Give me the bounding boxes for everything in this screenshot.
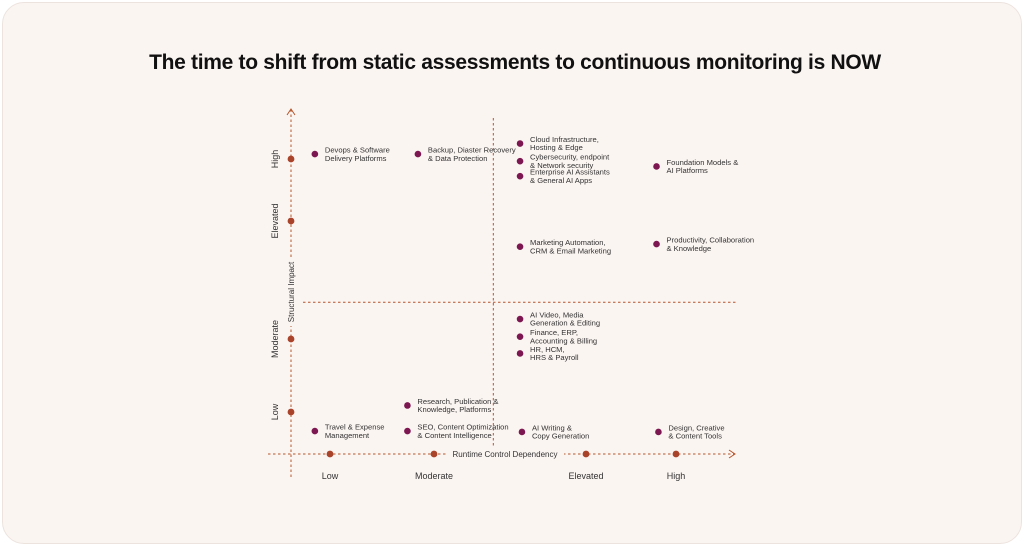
data-point-label: Design, Creative [668,423,724,432]
data-point-marker [404,402,411,409]
y-tick-marker [287,217,295,225]
x-tick-marker [326,450,334,458]
x-tick-label: High [667,471,686,481]
data-point: Productivity, Collaboration& Knowledge [653,236,754,253]
data-point: SEO, Content Optimization& Content Intel… [404,423,509,440]
data-point-label: SEO, Content Optimization [417,423,508,432]
data-point-label: & Data Protection [428,154,488,163]
data-point-marker [516,140,524,147]
data-point-label: Accounting & Billing [530,336,597,345]
data-point-label: Cloud Infrastructure, [530,135,599,144]
x-axis-title-bg [446,447,564,460]
data-point: Research, Publication &Knowledge, Platfo… [404,397,498,414]
data-point-marker [516,333,524,340]
data-point-marker [516,157,524,165]
data-point-label: Devops & Software [325,146,390,155]
y-tick-label: High [270,150,280,169]
data-point: Foundation Models &AI Platforms [653,158,738,175]
data-point-marker [414,150,422,158]
data-point-marker [655,428,662,436]
data-point-label: AI Writing & [532,423,572,432]
x-tick-marker [672,450,680,458]
y-axis-title-bg [285,258,297,326]
data-point-label: Enterprise AI Assistants [530,168,610,177]
data-point-label: Productivity, Collaboration [667,236,755,245]
y-tick-label: Low [270,403,280,420]
x-tick-label: Elevated [568,471,603,481]
data-point-label: Backup, Diaster Recovery [428,146,516,155]
y-tick-marker [287,408,295,416]
data-point-label: HR, HCM, [530,345,565,354]
data-point-label: Research, Publication & [417,397,498,406]
data-point: Enterprise AI Assistants& General AI App… [516,168,610,185]
data-point-label: & Network security [530,161,594,170]
data-point: Cybersecurity, endpoint& Network securit… [516,153,610,170]
y-tick-marker [287,335,295,343]
data-point-label: AI Video, Media [530,311,584,320]
data-point-marker [311,150,319,158]
x-tick-label: Moderate [415,471,453,481]
data-point-label: Generation & Editing [530,319,600,328]
chart-title: The time to shift from static assessment… [149,51,881,74]
data-point: AI Writing &Copy Generation [518,423,589,441]
data-point: Backup, Diaster Recovery& Data Protectio… [414,146,516,163]
data-point-label: Hosting & Edge [530,143,583,152]
data-point-marker [311,427,319,435]
x-tick-marker [582,450,590,458]
data-point-label: Delivery Platforms [325,154,387,163]
x-tick-marker [430,450,438,458]
data-point-label: CRM & Email Marketing [530,246,611,255]
data-point-label: Management [325,431,370,440]
data-point-label: Marketing Automation, [530,238,606,247]
data-point-marker [516,315,524,323]
data-point-marker [404,427,411,435]
data-point-label: & General AI Apps [530,176,592,185]
data-point: Marketing Automation,CRM & Email Marketi… [516,238,611,255]
data-point-label: HRS & Payroll [530,353,579,362]
x-tick-label: Low [322,471,339,481]
y-tick-label: Elevated [270,203,280,238]
data-point-label: Travel & Expense [325,423,385,432]
y-tick-label: Moderate [270,320,280,358]
data-point-label: & Content Tools [668,432,722,441]
data-point-label: AI Platforms [667,166,709,175]
y-axis-arrow [286,108,296,116]
data-point-marker [518,428,526,436]
data-point-label: & Knowledge [667,244,712,253]
data-point-label: Cybersecurity, endpoint [530,153,610,162]
data-point-label: Foundation Models & [667,158,739,167]
data-point: HR, HCM,HRS & Payroll [516,345,579,362]
data-point-marker [516,243,524,251]
y-axis-title: Structural Impact [287,261,296,322]
data-point-label: Knowledge, Platforms [417,405,491,414]
data-point-marker [516,350,524,357]
data-point-label: & Content Intelligence [417,431,491,440]
data-point-marker [653,240,660,248]
data-point: Finance, ERP,Accounting & Billing [516,328,597,345]
x-axis-title: Runtime Control Dependency [453,450,558,459]
data-point: Design, Creative& Content Tools [655,423,725,441]
data-point: Cloud Infrastructure,Hosting & Edge [516,135,599,152]
data-point-label: Finance, ERP, [530,328,578,337]
x-axis-arrow [728,449,736,459]
data-point-marker [653,163,660,170]
y-tick-marker [287,155,295,163]
data-point-marker [516,172,524,180]
data-point-label: Copy Generation [532,432,589,441]
